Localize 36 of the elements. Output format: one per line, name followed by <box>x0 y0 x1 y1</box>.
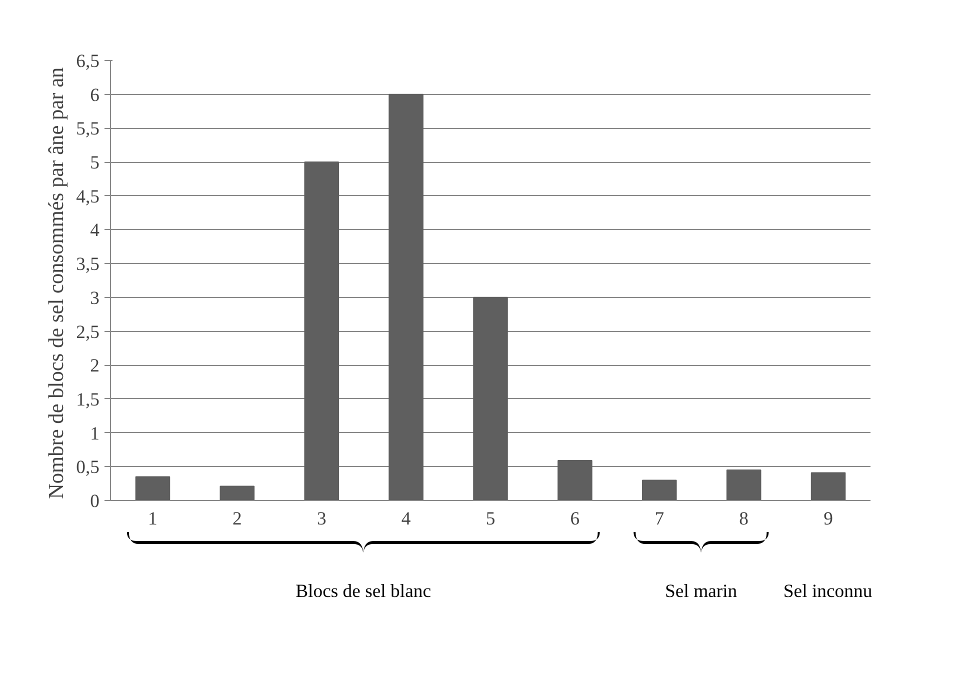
text: Sel marin <box>665 581 738 602</box>
y-tick-label: 1 <box>90 423 100 444</box>
x-tick-label: 9 <box>824 508 833 530</box>
y-tick-label: 0 <box>90 491 100 512</box>
y-tick-label: 5,5 <box>76 118 100 140</box>
x-tick-label: 4 <box>401 508 412 530</box>
text: Sel inconnu <box>783 581 873 602</box>
bar <box>388 94 424 500</box>
x-tick-label: 7 <box>654 508 664 530</box>
y-tick-label: 0,5 <box>76 457 100 478</box>
x-tick-label: 8 <box>739 508 748 530</box>
y-axis-title: Nombre de blocs de sel consommés par âne par an <box>44 66 68 500</box>
bar <box>810 472 846 500</box>
bar <box>304 162 339 500</box>
x-tick-label: 3 <box>316 508 326 530</box>
y-tick-label: 3 <box>90 288 100 309</box>
bar <box>558 460 592 500</box>
y-tick-label: 3,5 <box>76 254 100 276</box>
bar <box>135 476 170 500</box>
x-tick-label: 2 <box>232 508 242 530</box>
y-tick-label: 4 <box>90 220 100 242</box>
y-tick-label: 6,5 <box>76 51 100 72</box>
y-tick-label: 4,5 <box>76 186 100 208</box>
bar <box>220 486 255 500</box>
y-tick-label: 2,5 <box>76 322 100 343</box>
bar <box>726 470 762 500</box>
x-tick-label: 6 <box>570 508 580 530</box>
bar <box>642 480 677 500</box>
y-tick-label: 6 <box>90 84 100 106</box>
x-tick-label: 5 <box>486 508 496 530</box>
text: Blocs de sel blanc <box>296 581 432 602</box>
y-tick-label: 5 <box>90 152 100 174</box>
x-tick-label: 1 <box>148 508 158 530</box>
bar <box>473 296 508 500</box>
y-tick-label: 1,5 <box>76 389 100 410</box>
y-tick-label: 2 <box>90 356 100 377</box>
